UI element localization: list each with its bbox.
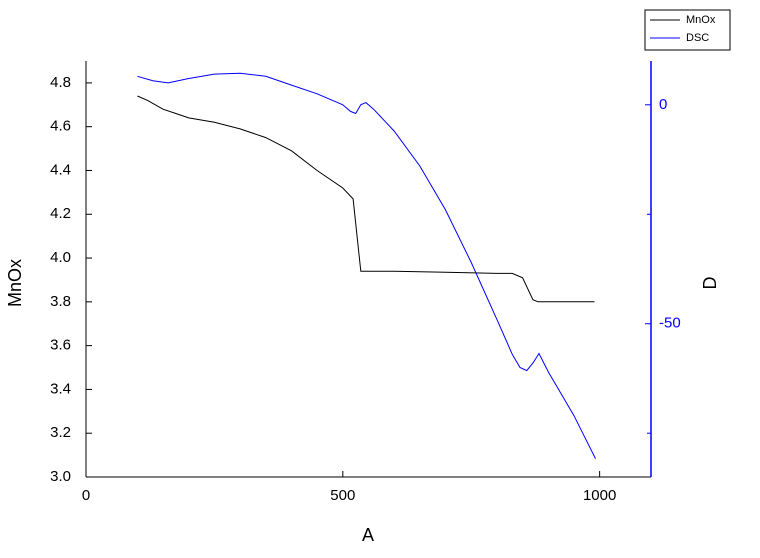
legend-box [644, 9, 731, 51]
x-axis-label: A [362, 525, 374, 545]
legend-label: DSC [686, 32, 709, 44]
y-axis-label: MnOx [5, 259, 25, 307]
x-tick-label: 1000 [583, 487, 616, 504]
y-tick-label: 3.0 [50, 468, 71, 485]
legend-label: MnOx [686, 14, 716, 26]
y-tick-label: 3.4 [50, 380, 71, 397]
line [137, 95, 595, 303]
y-tick-label: 3.2 [50, 424, 71, 441]
y-tick-label: 4.8 [50, 74, 71, 91]
x-tick-label: 0 [82, 487, 90, 504]
x-tick-label: 500 [330, 487, 355, 504]
y2-tick-label: -50 [659, 315, 681, 332]
y-tick-label: 3.6 [50, 337, 71, 354]
line [137, 72, 596, 459]
y-tick-label: 4.0 [50, 249, 71, 266]
y-tick-label: 4.6 [50, 118, 71, 135]
y-tick-label: 4.2 [50, 205, 71, 222]
y2-axis-label: D [700, 277, 720, 290]
y2-tick-label: 0 [659, 96, 667, 113]
y-tick-label: 3.8 [50, 293, 71, 310]
y-tick-label: 4.4 [50, 161, 71, 178]
